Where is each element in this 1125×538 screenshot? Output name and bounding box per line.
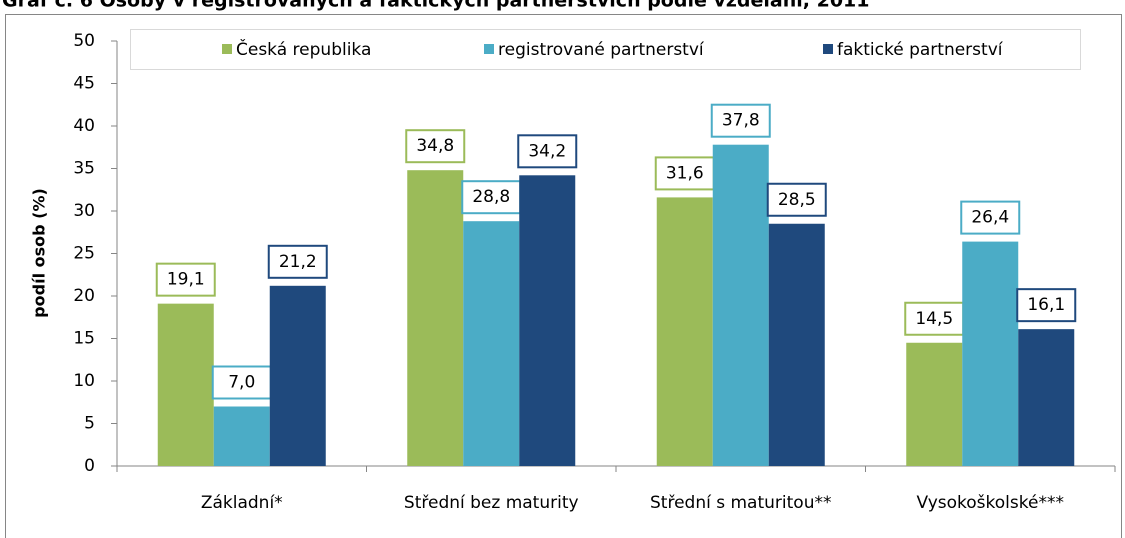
legend-label: faktické partnerství [837,40,1004,60]
data-label: 31,6 [666,163,704,183]
bar [269,285,326,466]
y-tick-label: 35 [73,159,95,179]
x-tick-label: Střední bez maturity [404,493,579,513]
y-tick-label: 30 [73,201,95,221]
bar [656,197,713,466]
data-label: 26,4 [971,208,1009,228]
y-tick-label: 0 [84,456,95,476]
data-label: 19,1 [167,270,205,290]
bar [712,144,769,466]
data-label-box [155,262,216,297]
y-tick-label: 25 [73,244,95,264]
legend-box [130,29,1081,70]
legend-swatch [823,44,833,54]
x-tick-label: Základní* [201,493,283,513]
data-label-box [211,365,272,400]
data-label-box [654,156,715,191]
data-label: 14,5 [915,309,953,329]
y-tick-label: 10 [73,371,95,391]
bar [768,223,825,466]
y-tick-label: 40 [73,116,95,136]
bar [213,406,270,466]
legend-swatch [484,44,494,54]
data-label: 34,8 [416,136,454,156]
y-tick-label: 15 [73,329,95,349]
x-tick-label: Střední s maturitou** [650,493,831,513]
data-label-box [710,103,771,138]
chart-title: Graf č. 6 Osoby v registrovaných a fakti… [2,0,870,12]
data-label: 34,2 [528,141,566,161]
bar [157,303,214,466]
bar [463,221,520,466]
data-label-box [960,200,1021,235]
y-tick-label: 20 [73,286,95,306]
bar [962,241,1019,466]
y-tick-label: 45 [73,74,95,94]
y-axis-label: podíl osob (%) [30,188,49,318]
y-tick-label: 5 [84,414,95,434]
legend-label: Česká republika [236,38,371,60]
bar [407,170,464,466]
x-tick-label: Vysokoškolské*** [917,493,1064,513]
bar [1018,329,1075,466]
y-tick-label: 50 [73,31,95,51]
bar [906,342,963,466]
data-label-box [1016,288,1077,323]
data-label-box [267,244,328,279]
bar [519,175,576,467]
data-label-box [517,134,578,169]
data-label: 37,8 [722,111,760,131]
legend-swatch [222,44,232,54]
data-label: 7,0 [228,373,255,393]
legend-label: registrované partnerství [498,40,705,60]
data-label: 21,2 [279,252,317,272]
data-label: 16,1 [1027,295,1065,315]
data-label-box [405,129,466,164]
data-label-box [461,180,522,215]
data-label: 28,5 [778,190,816,210]
data-label: 28,8 [472,187,510,207]
data-label-box [766,182,827,217]
